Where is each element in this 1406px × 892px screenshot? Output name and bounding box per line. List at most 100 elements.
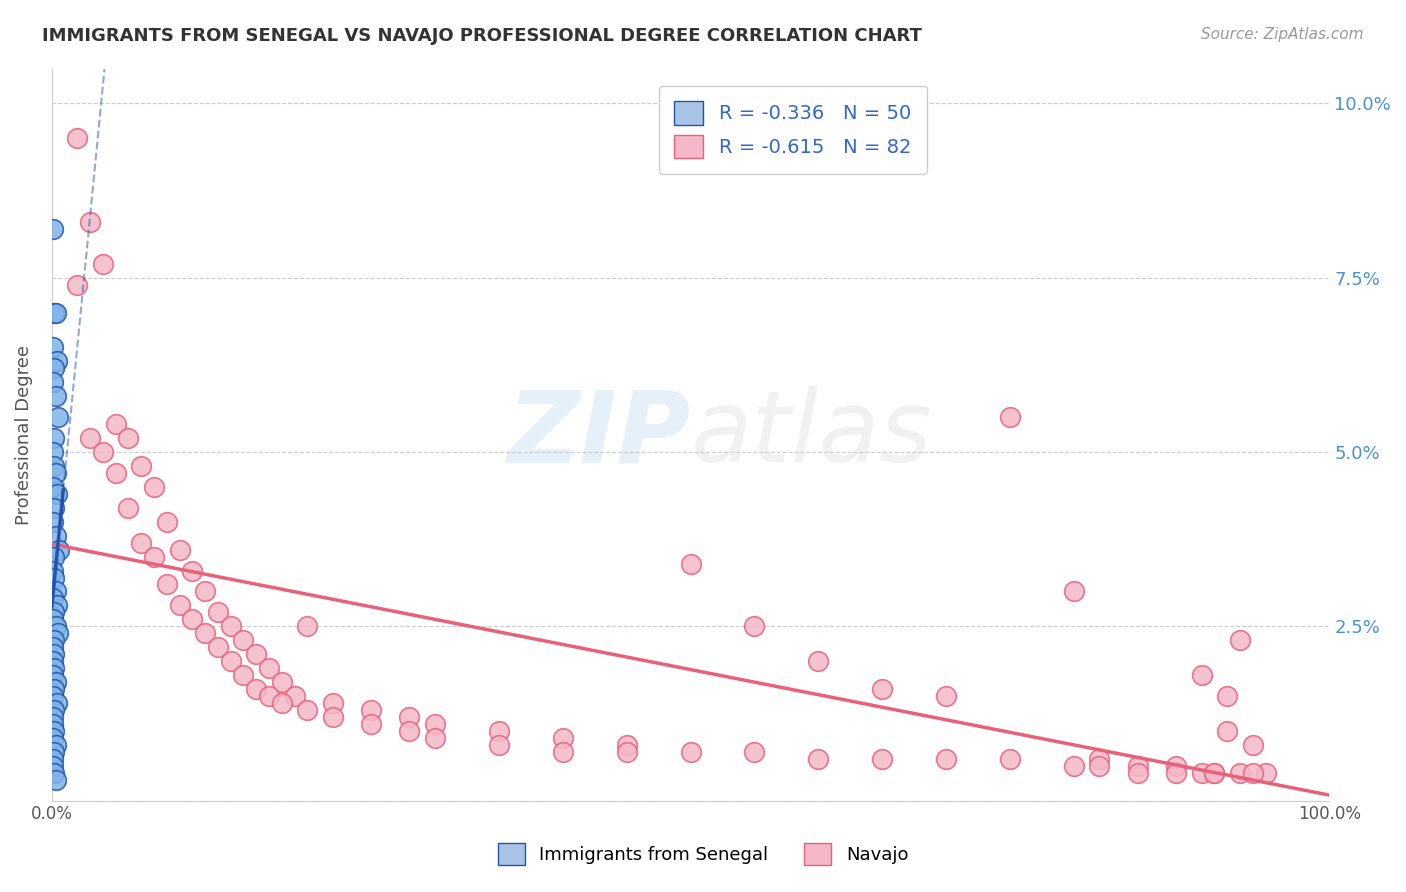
Point xyxy=(44,647,66,661)
Point xyxy=(46,626,69,640)
Point xyxy=(169,542,191,557)
Point xyxy=(42,710,65,724)
Point xyxy=(322,710,344,724)
Point xyxy=(42,612,65,626)
Point xyxy=(44,606,66,620)
Point xyxy=(1126,765,1149,780)
Text: IMMIGRANTS FROM SENEGAL VS NAVAJO PROFESSIONAL DEGREE CORRELATION CHART: IMMIGRANTS FROM SENEGAL VS NAVAJO PROFES… xyxy=(42,27,922,45)
Point xyxy=(744,619,766,633)
Point xyxy=(45,487,67,501)
Point xyxy=(45,466,67,480)
Point xyxy=(117,500,139,515)
Point xyxy=(1216,689,1239,703)
Point xyxy=(42,480,65,494)
Point xyxy=(44,570,66,584)
Point xyxy=(129,535,152,549)
Point xyxy=(181,612,204,626)
Point xyxy=(360,703,382,717)
Point xyxy=(45,696,67,710)
Point xyxy=(194,626,217,640)
Point xyxy=(257,661,280,675)
Point xyxy=(42,445,65,459)
Point xyxy=(1164,765,1187,780)
Text: Source: ZipAtlas.com: Source: ZipAtlas.com xyxy=(1201,27,1364,42)
Point xyxy=(232,633,254,648)
Point xyxy=(245,647,267,661)
Point xyxy=(423,717,446,731)
Point xyxy=(44,458,66,473)
Point xyxy=(398,710,420,724)
Point xyxy=(44,745,66,759)
Point xyxy=(42,222,65,236)
Point xyxy=(551,731,574,745)
Point xyxy=(42,758,65,772)
Point xyxy=(45,599,67,613)
Point xyxy=(270,675,292,690)
Point xyxy=(935,689,957,703)
Point xyxy=(488,738,510,752)
Point xyxy=(45,354,67,368)
Point xyxy=(143,549,166,564)
Point xyxy=(322,696,344,710)
Point xyxy=(1241,738,1264,752)
Point xyxy=(1191,668,1213,682)
Point xyxy=(45,584,67,599)
Point xyxy=(169,599,191,613)
Point xyxy=(488,723,510,738)
Point xyxy=(1088,752,1111,766)
Point xyxy=(156,515,179,529)
Point xyxy=(42,654,65,668)
Point xyxy=(45,305,67,319)
Point xyxy=(42,591,65,606)
Point xyxy=(1229,765,1251,780)
Text: ZIP: ZIP xyxy=(508,386,690,483)
Point xyxy=(44,765,66,780)
Point xyxy=(998,410,1021,425)
Point xyxy=(1191,765,1213,780)
Point xyxy=(44,549,66,564)
Point xyxy=(1126,758,1149,772)
Point xyxy=(1229,633,1251,648)
Point xyxy=(44,633,66,648)
Point xyxy=(551,745,574,759)
Point xyxy=(104,417,127,431)
Legend: Immigrants from Senegal, Navajo: Immigrants from Senegal, Navajo xyxy=(488,834,918,874)
Point xyxy=(998,752,1021,766)
Point xyxy=(42,515,65,529)
Point xyxy=(129,458,152,473)
Point xyxy=(270,696,292,710)
Point xyxy=(44,431,66,445)
Point xyxy=(360,717,382,731)
Point xyxy=(42,717,65,731)
Point xyxy=(1204,765,1226,780)
Point xyxy=(156,577,179,591)
Point xyxy=(219,619,242,633)
Point xyxy=(232,668,254,682)
Point xyxy=(297,619,319,633)
Point xyxy=(42,376,65,390)
Point xyxy=(45,772,67,787)
Point xyxy=(44,361,66,376)
Point xyxy=(935,752,957,766)
Point xyxy=(117,431,139,445)
Point xyxy=(679,745,702,759)
Point xyxy=(1088,758,1111,772)
Point xyxy=(91,445,114,459)
Point xyxy=(245,681,267,696)
Point xyxy=(45,529,67,543)
Point xyxy=(66,131,89,145)
Point xyxy=(744,745,766,759)
Point xyxy=(79,215,101,229)
Point xyxy=(44,703,66,717)
Point xyxy=(207,606,229,620)
Point xyxy=(44,661,66,675)
Point xyxy=(870,752,893,766)
Point xyxy=(1241,765,1264,780)
Point xyxy=(207,640,229,655)
Point xyxy=(42,752,65,766)
Point xyxy=(104,466,127,480)
Point xyxy=(1063,758,1085,772)
Point xyxy=(194,584,217,599)
Point xyxy=(219,654,242,668)
Point xyxy=(283,689,305,703)
